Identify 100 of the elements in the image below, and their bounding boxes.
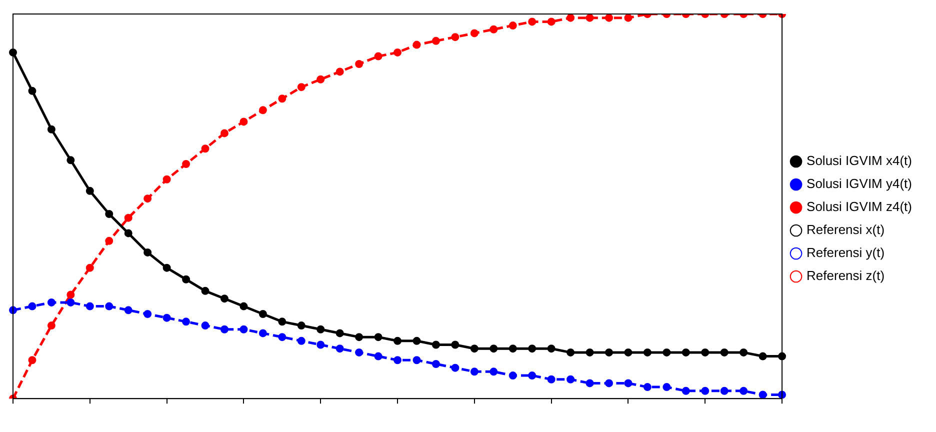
point <box>566 348 575 356</box>
point <box>624 14 632 22</box>
point <box>105 210 114 218</box>
point <box>182 160 190 168</box>
point <box>432 360 440 368</box>
point <box>316 75 325 84</box>
legend-label: Referensi x(t) <box>806 222 885 238</box>
point <box>258 310 267 318</box>
point <box>662 348 671 356</box>
point <box>162 314 171 322</box>
point <box>547 344 556 353</box>
point <box>47 125 56 134</box>
point <box>28 356 36 364</box>
point <box>28 86 36 95</box>
point <box>412 336 421 345</box>
point <box>240 302 248 310</box>
point <box>508 22 517 30</box>
point <box>355 333 364 342</box>
point <box>682 386 690 395</box>
point <box>220 325 228 334</box>
point <box>374 52 382 60</box>
point <box>547 375 556 384</box>
point <box>643 383 652 392</box>
point <box>566 375 575 384</box>
point <box>470 29 478 38</box>
point <box>316 340 325 349</box>
point <box>182 275 190 284</box>
point <box>682 348 690 356</box>
point <box>240 118 248 126</box>
point <box>624 348 632 356</box>
point <box>701 386 710 395</box>
point <box>28 302 36 310</box>
point <box>662 383 671 392</box>
point <box>586 348 594 356</box>
point <box>47 298 56 306</box>
point <box>412 356 421 364</box>
point <box>182 318 190 326</box>
point <box>144 194 152 203</box>
point <box>605 348 613 356</box>
point <box>528 372 536 380</box>
point <box>470 368 478 376</box>
legend-label: Solusi IGVIM x4(t) <box>806 153 912 168</box>
point <box>490 368 498 376</box>
point <box>278 333 286 342</box>
point <box>258 106 267 114</box>
point <box>605 379 613 388</box>
point <box>162 264 171 272</box>
point <box>701 348 710 356</box>
point <box>490 344 498 353</box>
point <box>105 302 114 310</box>
point <box>336 344 344 353</box>
point <box>355 60 364 68</box>
point <box>451 364 460 372</box>
point <box>124 229 132 238</box>
point <box>566 14 575 22</box>
point <box>508 344 517 353</box>
point <box>451 33 460 42</box>
point <box>528 18 536 26</box>
point <box>47 322 56 330</box>
point <box>278 318 286 326</box>
legend-label: Solusi IGVIM z4(t) <box>806 199 912 214</box>
point <box>124 306 132 314</box>
point <box>86 186 94 195</box>
point <box>297 336 306 345</box>
legend-label: Referensi z(t) <box>806 268 885 284</box>
point <box>508 372 517 380</box>
point <box>432 340 440 349</box>
legend-label: Referensi y(t) <box>806 245 885 260</box>
point <box>490 25 498 34</box>
point <box>124 214 132 222</box>
point <box>105 236 114 245</box>
point <box>66 290 75 299</box>
point <box>220 294 228 303</box>
point <box>86 264 94 272</box>
point <box>240 325 248 334</box>
point <box>220 129 228 138</box>
point <box>201 286 210 295</box>
point <box>394 356 402 364</box>
point <box>720 386 728 395</box>
point <box>394 336 402 345</box>
point <box>758 352 767 360</box>
point <box>355 348 364 356</box>
point <box>451 340 460 349</box>
point <box>336 329 344 338</box>
point <box>624 379 632 388</box>
point <box>547 18 556 26</box>
point <box>470 344 478 353</box>
point <box>758 390 767 399</box>
point <box>66 156 75 164</box>
point <box>740 386 748 395</box>
point <box>374 333 382 342</box>
point <box>316 325 325 334</box>
point <box>720 348 728 356</box>
point <box>201 144 210 153</box>
legend-label: Solusi IGVIM y4(t) <box>806 176 912 192</box>
point <box>740 348 748 356</box>
point <box>297 322 306 330</box>
point <box>162 175 171 184</box>
point <box>374 352 382 360</box>
point <box>258 329 267 338</box>
